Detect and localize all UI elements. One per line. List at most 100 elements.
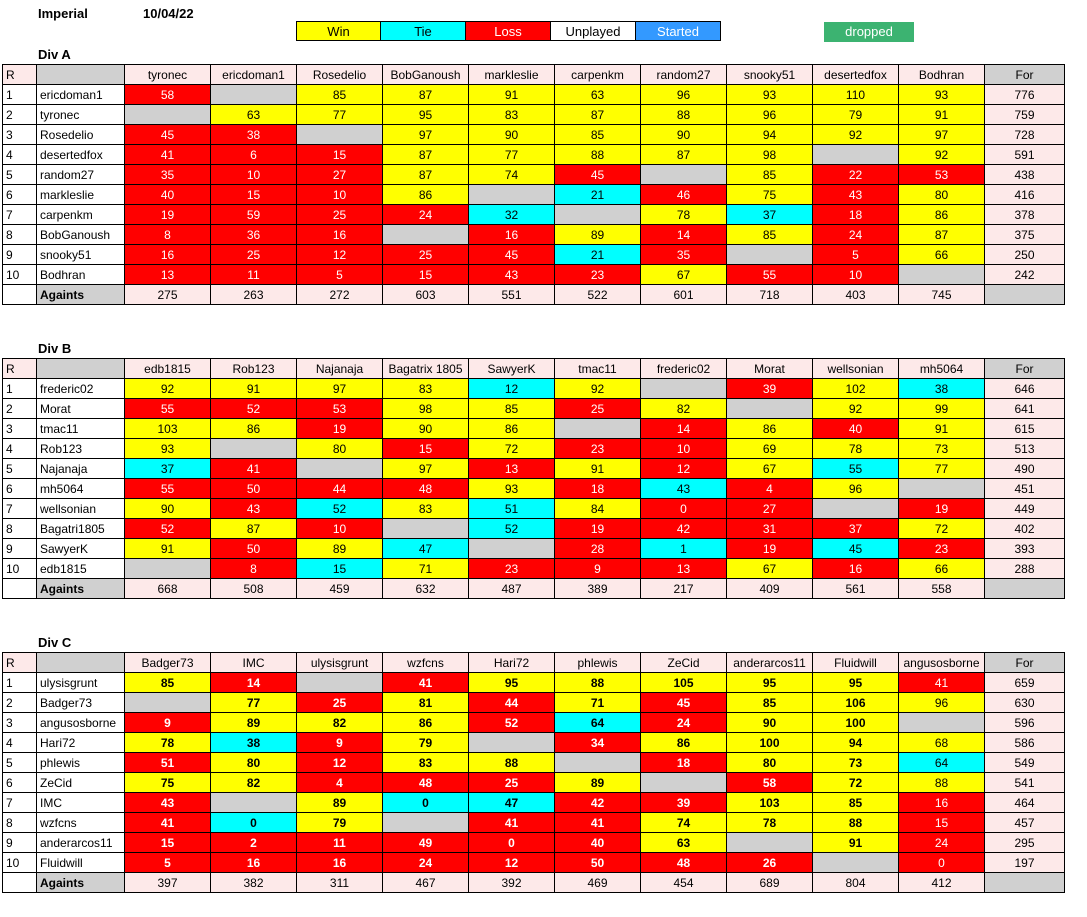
against-total: 397	[124, 872, 211, 893]
player-name: markleslie	[36, 184, 125, 205]
score-cell: 15	[124, 832, 211, 853]
player-name: Rosedelio	[36, 124, 125, 145]
score-cell: 40	[554, 832, 641, 853]
score-cell: 4	[296, 772, 383, 793]
score-cell	[382, 812, 469, 833]
score-cell: 88	[554, 144, 641, 165]
score-cell	[382, 518, 469, 539]
opponent-header: Rob123	[210, 358, 297, 379]
score-cell	[382, 224, 469, 245]
legend-tie: Tie	[381, 21, 466, 41]
score-cell: 39	[640, 792, 727, 813]
score-cell: 41	[382, 672, 469, 693]
score-cell: 83	[382, 378, 469, 399]
header-row: R Badger73 IMC ulysisgrunt wzfcns Hari72 phlew…	[2, 652, 1065, 673]
legend: Win Tie Loss Unplayed Started	[296, 21, 721, 41]
rank-cell: 2	[2, 104, 37, 125]
score-cell: 110	[812, 84, 899, 105]
player-name: Najanaja	[36, 458, 125, 479]
for-total: 457	[984, 812, 1065, 833]
score-cell: 81	[382, 692, 469, 713]
against-total: 467	[382, 872, 469, 893]
player-name: phlewis	[36, 752, 125, 773]
score-cell: 12	[296, 752, 383, 773]
opponent-header: Morat	[726, 358, 813, 379]
score-cell: 48	[382, 772, 469, 793]
score-cell: 77	[210, 692, 297, 713]
score-cell: 92	[812, 398, 899, 419]
score-cell: 85	[124, 672, 211, 693]
for-total: 288	[984, 558, 1065, 579]
score-cell: 45	[554, 164, 641, 185]
score-cell: 55	[812, 458, 899, 479]
score-cell: 67	[726, 558, 813, 579]
score-cell: 86	[640, 732, 727, 753]
rank-cell: 1	[2, 378, 37, 399]
rank-cell: 9	[2, 244, 37, 265]
score-cell	[210, 792, 297, 813]
score-cell: 88	[812, 812, 899, 833]
score-cell: 10	[210, 164, 297, 185]
opponent-header: BobGanoush	[382, 64, 469, 85]
for-total: 596	[984, 712, 1065, 733]
against-label: Againts	[36, 578, 125, 599]
score-cell: 6	[210, 144, 297, 165]
against-total: 459	[296, 578, 383, 599]
score-cell: 95	[812, 672, 899, 693]
for-total: 586	[984, 732, 1065, 753]
score-cell	[812, 498, 899, 519]
for-total: 449	[984, 498, 1065, 519]
division-label-b: Div B	[38, 341, 72, 356]
for-total: 197	[984, 852, 1065, 873]
against-total: 382	[210, 872, 297, 893]
score-cell: 36	[210, 224, 297, 245]
score-cell: 50	[210, 478, 297, 499]
name-header-blank	[36, 652, 125, 673]
score-cell: 16	[468, 224, 555, 245]
table-row: 4 Hari72 78 38 9 79 34 86 100 94 68 586	[2, 732, 1065, 753]
score-cell: 25	[554, 398, 641, 419]
score-cell: 83	[382, 752, 469, 773]
player-name: tmac11	[36, 418, 125, 439]
for-total: 295	[984, 832, 1065, 853]
score-cell: 86	[468, 418, 555, 439]
table-row: 9 anderarcos11 15 2 11 49 0 40 63 91 24 295	[2, 832, 1065, 853]
score-cell	[898, 478, 985, 499]
player-name: Rob123	[36, 438, 125, 459]
score-cell: 80	[726, 752, 813, 773]
legend-unplayed: Unplayed	[551, 21, 636, 41]
table-row: 1 frederic02 92 91 97 83 12 92 39 102 38 646	[2, 378, 1065, 399]
score-cell: 89	[554, 772, 641, 793]
score-cell: 16	[210, 852, 297, 873]
rank-cell: 2	[2, 692, 37, 713]
score-cell: 83	[468, 104, 555, 125]
player-name: desertedfox	[36, 144, 125, 165]
rank-cell: 1	[2, 672, 37, 693]
opponent-header: snooky51	[726, 64, 813, 85]
score-cell: 25	[210, 244, 297, 265]
score-cell: 28	[554, 538, 641, 559]
against-row: Againts 397 382 311 467 392 469 454 689 804 412	[2, 872, 1065, 893]
table-row: 9 snooky51 16 25 12 25 45 21 35 5 66 250	[2, 244, 1065, 265]
score-cell: 73	[812, 752, 899, 773]
score-cell: 8	[210, 558, 297, 579]
against-row: Againts 668 508 459 632 487 389 217 409 561 558	[2, 578, 1065, 599]
score-cell: 83	[382, 498, 469, 519]
score-cell	[124, 104, 211, 125]
score-cell: 53	[898, 164, 985, 185]
score-cell: 13	[468, 458, 555, 479]
against-total: 403	[812, 284, 899, 305]
opponent-header: desertedfox	[812, 64, 899, 85]
score-cell: 94	[726, 124, 813, 145]
against-row: Againts 275 263 272 603 551 522 601 718 403 745	[2, 284, 1065, 305]
score-cell: 77	[296, 104, 383, 125]
score-cell: 25	[296, 692, 383, 713]
score-cell: 86	[210, 418, 297, 439]
table-row: 7 IMC 43 89 0 47 42 39 103 85 16 464	[2, 792, 1065, 813]
score-cell: 98	[726, 144, 813, 165]
score-cell: 27	[296, 164, 383, 185]
opponent-header: mh5064	[898, 358, 985, 379]
score-cell: 13	[640, 558, 727, 579]
